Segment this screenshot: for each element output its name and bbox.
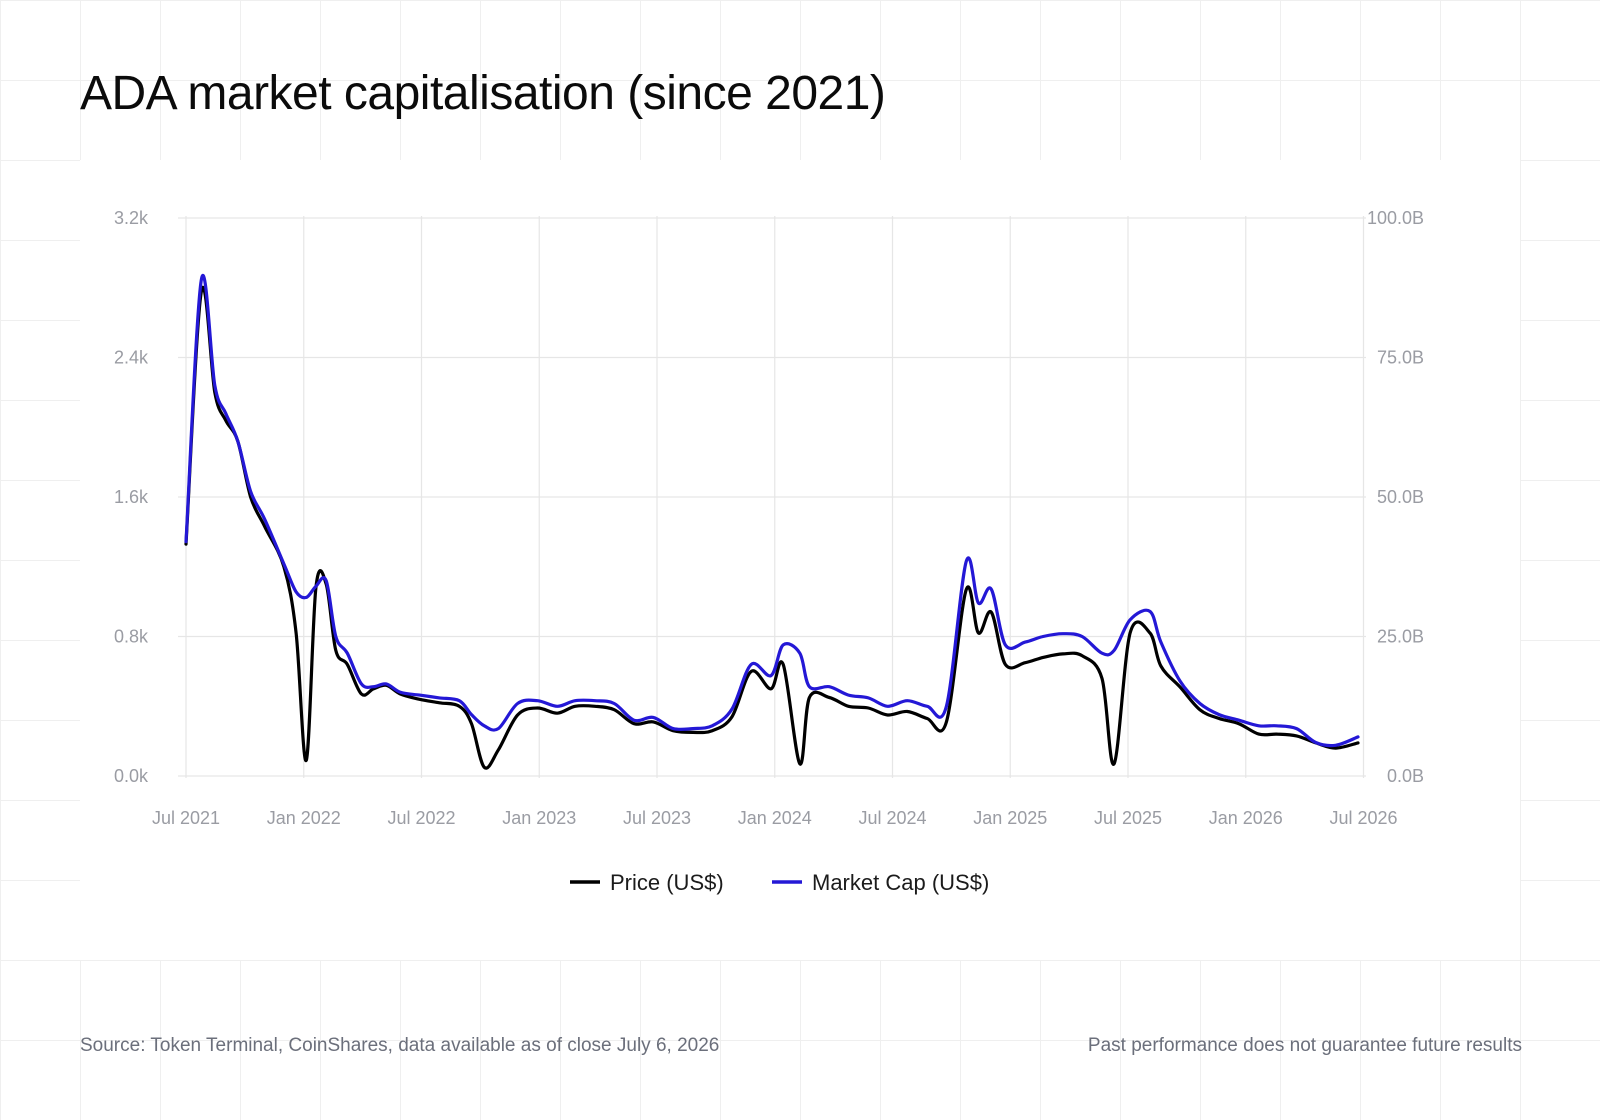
chart-title: ADA market capitalisation (since 2021) (80, 67, 886, 120)
x-tick-label: Jul 2024 (858, 808, 926, 828)
line-chart: 0.0k 0.0B 0.8k 25.0B 1.6k 50.0B 2.4k 75.0B 3.2k 1… (114, 208, 1424, 895)
y-left-tick-label: 1.6k (114, 487, 149, 507)
y-left-tick-label: 3.2k (114, 208, 149, 228)
y-right-tick-label: 25.0B (1377, 627, 1424, 647)
price-series-line (184, 285, 1360, 770)
y-right-tick-label: 0.0B (1387, 766, 1424, 786)
disclaimer-note: Past performance does not guarantee futu… (1087, 1035, 1522, 1056)
x-tick-label: Jul 2023 (623, 808, 691, 828)
x-tick-label: Jul 2026 (1329, 808, 1397, 828)
chart-axes: 0.0k 0.0B 0.8k 25.0B 1.6k 50.0B 2.4k 75.0B 3.2k 1… (114, 208, 1424, 828)
x-tick-label: Jan 2024 (738, 808, 812, 828)
x-tick-label: Jul 2021 (152, 808, 220, 828)
chart-grid (178, 216, 1366, 778)
y-left-tick-label: 2.4k (114, 348, 149, 368)
x-tick-label: Jul 2025 (1094, 808, 1162, 828)
y-left-tick-label: 0.0k (114, 766, 149, 786)
x-tick-label: Jan 2026 (1209, 808, 1283, 828)
x-tick-label: Jan 2023 (502, 808, 576, 828)
y-left-tick-label: 0.8k (114, 627, 149, 647)
chart-card: 0.0k 0.0B 0.8k 25.0B 1.6k 50.0B 2.4k 75.0B 3.2k 1… (80, 160, 1520, 960)
chart-legend: Price (US$) Market Cap (US$) (570, 870, 989, 895)
x-tick-label: Jan 2022 (267, 808, 341, 828)
y-right-tick-label: 50.0B (1377, 487, 1424, 507)
x-tick-label: Jul 2022 (387, 808, 455, 828)
y-right-tick-label: 100.0B (1367, 208, 1424, 228)
legend-item-price: Price (US$) (610, 870, 724, 895)
y-right-tick-label: 75.0B (1377, 348, 1424, 368)
legend-item-market-cap: Market Cap (US$) (812, 870, 989, 895)
chart-series (184, 274, 1360, 770)
market-cap-series-line (184, 274, 1360, 748)
x-tick-label: Jan 2025 (973, 808, 1047, 828)
source-note: Source: Token Terminal, CoinShares, data… (80, 1035, 720, 1056)
